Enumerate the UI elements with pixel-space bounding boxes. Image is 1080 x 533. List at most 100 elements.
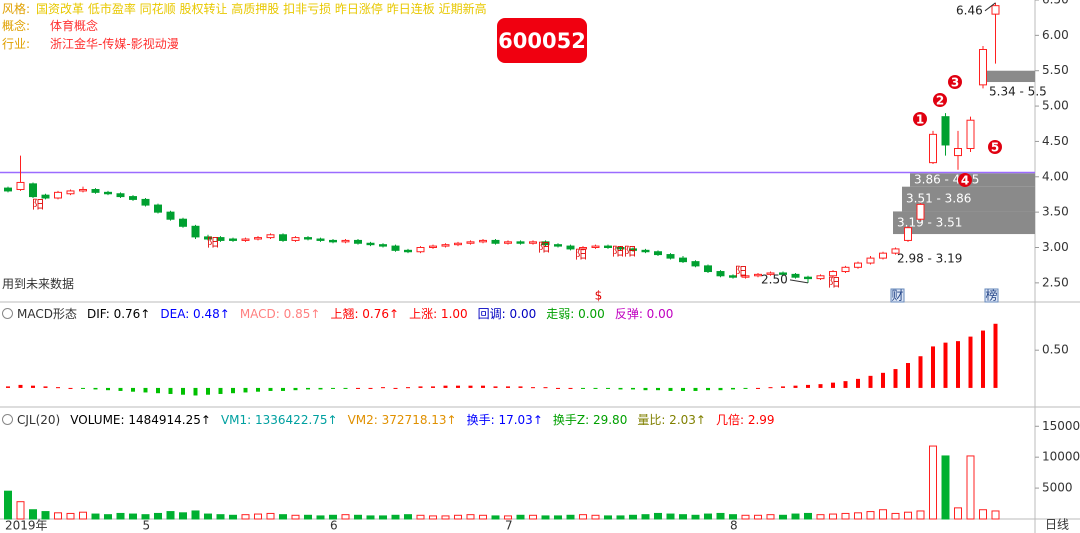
candle-body [79,189,87,192]
x-tick-label: 5 [143,519,151,533]
marker [988,140,1002,154]
candle-body [366,242,375,246]
candle-body [141,198,150,206]
macd-bar [943,342,948,388]
volume-bar [779,514,787,520]
indicator: VM1: 1336422.75↑ [220,412,338,427]
volume-bar [391,514,400,520]
indicator: 量比: 2.03↑ [637,413,706,427]
candle-body [441,244,450,247]
chip-zone [893,211,1035,235]
macd-bar [431,386,435,388]
macd-bar [906,363,910,388]
volume-bar [954,507,962,520]
candle-body [591,245,600,248]
candle-body [29,183,37,198]
candle-body [416,247,425,253]
macd-bar [93,387,98,390]
volume-bar [4,490,12,520]
indicator: MACD: 0.85↑ [239,306,321,321]
chip-zone [985,70,1035,83]
volume-bar [479,514,487,520]
macd-bar [356,387,360,389]
y-tick-label: 3.50 [1042,205,1069,219]
candle-body [766,272,775,275]
y-tick-label: 2.50 [1042,275,1069,289]
tag: 阳 [538,241,550,255]
macd-bar [493,386,498,388]
zone-label: 3.19 - 3.51 [897,215,962,229]
macd-bar [268,387,273,391]
candle-body [354,239,362,244]
concept-row: 概念: 体育概念 [2,19,104,33]
volume-bar [904,511,912,520]
volume-bar [529,514,537,520]
indicator: VM2: 372718.13↑ [347,412,457,427]
macd-bar [856,378,860,388]
macd-bar [243,387,248,393]
macd-bar [581,387,585,389]
volume-bar [204,513,212,520]
indicator: VOLUME: 1484914.25↑ [70,412,211,427]
panel-title: MACD形态 [17,307,77,321]
candle-body [216,237,225,241]
volume-bar [379,515,387,520]
y-tick-label: 4.50 [1042,134,1069,148]
macd-bar [843,381,848,388]
volume-bar [541,515,550,520]
macd-bar [543,387,548,389]
candle-body [16,181,25,191]
volume-bar [241,514,250,520]
macd-bar [181,387,185,395]
macd-bar [743,387,748,389]
macd-bar [143,387,148,393]
macd-bar [618,387,623,390]
candle-body [741,275,750,278]
volume-bar [404,514,412,520]
industry: 浙江金华-传媒-影视动漫 [50,37,179,51]
volume-bar [341,514,350,520]
macd-bar [218,387,223,394]
macd-bar [706,387,710,391]
candle-body [916,203,925,220]
volume-bar [979,509,987,520]
macd-bar [368,387,373,389]
volume-bar [929,445,937,520]
volume-bar [516,514,525,520]
y-tick-label: 3.00 [1042,240,1069,254]
macd-bar [818,384,823,388]
candle-body [866,257,875,264]
marker-label: 5 [991,141,999,155]
volume-bar [666,513,675,520]
volume-bar [91,513,100,520]
event-box [984,288,999,303]
candle-body [729,275,737,278]
candle-body [779,272,787,275]
macd-bar [781,386,785,388]
volume-bar [729,514,737,520]
y-tick-label: 6.00 [1042,28,1069,42]
indicator: 反弹: 0.00 [614,307,674,321]
candle-body [954,148,962,157]
volume-bar [654,512,662,520]
volume-bar [579,514,587,520]
candle-body [479,239,487,243]
candle-body [41,194,50,199]
note: 用到未来数据 [2,277,75,291]
candle-body [566,245,575,250]
volume-bar [266,512,275,520]
candle-body [904,227,912,241]
volume-bar [866,511,875,520]
candle-body [679,257,687,263]
volume-bar [629,514,637,520]
volume-bar [191,510,200,520]
candle-body [54,191,62,199]
macd-bar [156,387,160,394]
marker-label: 3 [951,76,959,90]
marker [933,93,947,107]
tag: 阳 [32,198,44,212]
macd-bar [531,387,535,389]
zone-label: 5.34 - 5.5 [989,85,1047,99]
macd-bar [106,387,110,391]
